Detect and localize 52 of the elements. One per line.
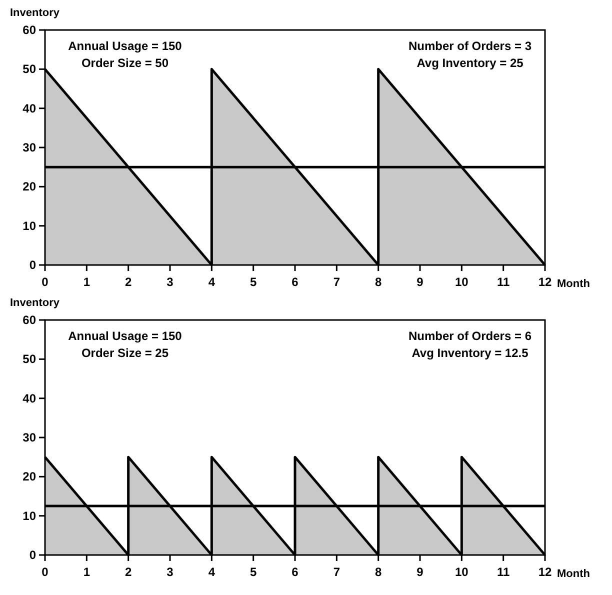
x-tick-label: 1	[83, 565, 90, 579]
x-axis-title: Month	[557, 278, 590, 290]
x-tick-label: 6	[292, 275, 299, 289]
x-tick-label: 3	[166, 565, 174, 579]
x-tick-label: 12	[538, 565, 552, 579]
x-tick-label: 2	[124, 565, 132, 579]
y-tick-label: 30	[22, 140, 36, 154]
x-tick-label: 2	[124, 275, 132, 289]
x-tick-label: 1	[83, 275, 90, 289]
annotation: Order Size = 50	[81, 56, 169, 70]
y-tick-label: 60	[22, 23, 36, 37]
annotation: Number of Orders = 3	[408, 39, 532, 53]
x-tick-label: 12	[538, 275, 552, 289]
y-axis-title: Inventory	[10, 297, 60, 309]
x-tick-label: 6	[292, 565, 299, 579]
y-tick-label: 0	[29, 548, 36, 562]
x-tick-label: 4	[208, 275, 216, 289]
annotation: Avg Inventory = 12.5	[412, 346, 529, 360]
annotation: Annual Usage = 150	[68, 39, 182, 53]
annotation: Order Size = 25	[81, 346, 169, 360]
y-axis-title: Inventory	[10, 7, 60, 19]
x-tick-label: 9	[416, 565, 424, 579]
annotation: Avg Inventory = 25	[416, 56, 524, 70]
x-tick-label: 7	[333, 275, 340, 289]
annotation: Annual Usage = 150	[68, 329, 182, 343]
x-tick-label: 8	[374, 275, 382, 289]
y-tick-label: 50	[22, 352, 36, 366]
x-tick-label: 0	[42, 275, 49, 289]
y-tick-label: 10	[22, 508, 36, 523]
x-tick-label: 5	[250, 275, 257, 289]
x-tick-label: 0	[42, 565, 49, 579]
y-tick-label: 20	[22, 470, 36, 484]
y-tick-label: 30	[22, 430, 36, 444]
y-tick-label: 0	[29, 258, 36, 272]
x-axis-title: Month	[557, 568, 590, 580]
x-tick-label: 10	[454, 565, 469, 579]
x-tick-label: 8	[374, 565, 382, 579]
x-tick-label: 11	[496, 275, 510, 289]
x-tick-label: 11	[496, 565, 510, 579]
x-tick-label: 5	[250, 565, 257, 579]
x-tick-label: 10	[454, 275, 469, 289]
y-tick-label: 40	[22, 101, 36, 116]
x-tick-label: 4	[208, 565, 216, 579]
y-tick-label: 50	[22, 62, 36, 76]
annotation: Number of Orders = 6	[408, 329, 532, 343]
y-tick-label: 20	[22, 180, 36, 194]
x-tick-label: 3	[166, 275, 174, 289]
y-tick-label: 10	[22, 218, 36, 233]
x-tick-label: 9	[416, 275, 424, 289]
y-tick-label: 60	[22, 313, 36, 327]
y-tick-label: 40	[22, 391, 36, 406]
x-tick-label: 7	[333, 565, 340, 579]
